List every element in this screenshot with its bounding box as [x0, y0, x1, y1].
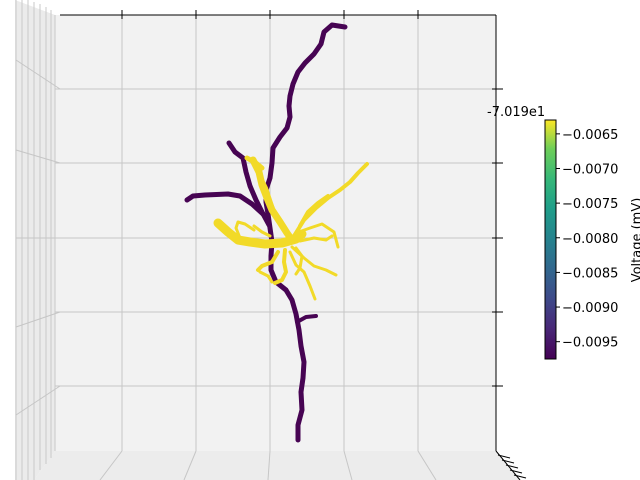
branch-14 [256, 250, 280, 272]
branch-8 [298, 194, 330, 228]
axis-lines [60, 10, 527, 480]
floor-pane [34, 451, 520, 480]
colorbar-ticks: −0.0065 −0.0070 −0.0075 −0.0080 −0.0085 −0.00… [556, 128, 618, 351]
colorbar [544, 119, 557, 360]
branch-17 [234, 220, 256, 240]
left-pane [15, 0, 55, 480]
branch-12 [288, 250, 317, 301]
branch-9 [294, 222, 340, 249]
colorbar-tick-label-1: −0.0070 [562, 162, 618, 177]
colorbar-tick-label-4: −0.0085 [562, 266, 618, 281]
branch-13 [273, 248, 288, 285]
colorbar-tick-label-0: −0.0065 [562, 128, 618, 143]
branch-3 [295, 314, 318, 324]
colorbar-tick-label-5: −0.0090 [562, 301, 618, 316]
branch-10 [298, 234, 334, 243]
offset-text: -7.019e1 [487, 105, 545, 120]
branch-2 [184, 191, 266, 217]
branch-6 [244, 155, 265, 171]
back-pane [55, 15, 496, 451]
branch-15 [260, 178, 284, 227]
colorbar-tick-label-3: −0.0080 [562, 232, 618, 247]
branch-16 [294, 246, 304, 276]
neuron-branches [184, 22, 369, 443]
colorbar-tick-label-6: −0.0095 [562, 336, 618, 351]
branch-18 [252, 224, 272, 238]
left-edge-lines [15, 0, 56, 480]
colorbar-tick-label-2: −0.0075 [562, 197, 618, 212]
colorbar-label: Voltage (mV) [630, 198, 640, 283]
branch-19 [258, 270, 274, 284]
